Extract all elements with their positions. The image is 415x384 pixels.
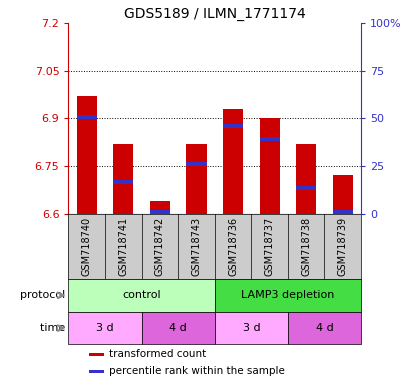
Bar: [77, 96, 97, 214]
Bar: [296, 144, 316, 214]
Bar: [150, 201, 170, 214]
Bar: [333, 210, 353, 214]
Text: GSM718739: GSM718739: [338, 217, 348, 276]
Text: percentile rank within the sample: percentile rank within the sample: [110, 366, 285, 376]
Text: GSM718737: GSM718737: [265, 217, 275, 276]
Text: 4 d: 4 d: [315, 323, 333, 333]
Bar: [77, 115, 97, 119]
Bar: [296, 186, 316, 190]
Text: transformed count: transformed count: [110, 349, 207, 359]
Text: time: time: [40, 323, 68, 333]
Bar: [186, 162, 207, 166]
Text: control: control: [122, 290, 161, 300]
Bar: [68, 312, 142, 344]
Bar: [142, 312, 215, 344]
Text: protocol: protocol: [20, 290, 68, 300]
Bar: [259, 137, 280, 141]
Bar: [89, 370, 104, 372]
Bar: [68, 279, 215, 312]
Title: GDS5189 / ILMN_1771174: GDS5189 / ILMN_1771174: [124, 7, 305, 21]
Bar: [259, 118, 280, 214]
Text: GSM718742: GSM718742: [155, 217, 165, 276]
Text: 3 d: 3 d: [242, 323, 260, 333]
Bar: [113, 144, 133, 214]
Text: GSM718740: GSM718740: [82, 217, 92, 276]
Text: GSM718738: GSM718738: [301, 217, 311, 276]
Bar: [113, 180, 133, 184]
Bar: [215, 279, 361, 312]
Bar: [223, 124, 243, 128]
Bar: [215, 312, 288, 344]
Bar: [186, 144, 207, 214]
Bar: [333, 175, 353, 214]
Bar: [223, 109, 243, 214]
Text: 3 d: 3 d: [96, 323, 114, 333]
Bar: [89, 353, 104, 356]
Bar: [288, 312, 361, 344]
Text: GSM718736: GSM718736: [228, 217, 238, 276]
Text: 4 d: 4 d: [169, 323, 187, 333]
Text: LAMP3 depletion: LAMP3 depletion: [241, 290, 334, 300]
Text: GSM718743: GSM718743: [191, 217, 201, 276]
Bar: [150, 210, 170, 214]
Text: GSM718741: GSM718741: [118, 217, 128, 276]
